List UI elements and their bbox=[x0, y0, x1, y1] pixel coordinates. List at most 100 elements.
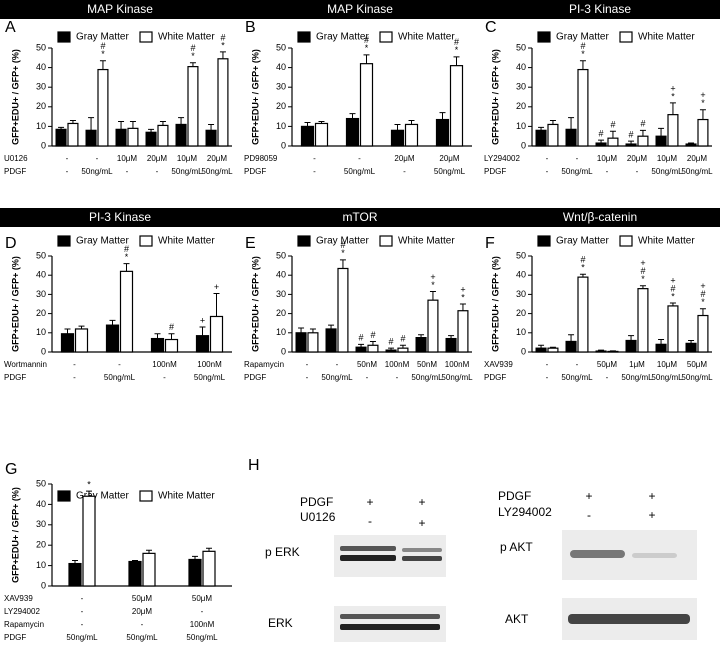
y-tick-label: 40 bbox=[276, 270, 286, 280]
panel-letter: C bbox=[485, 19, 497, 36]
condition-value: 50ng/mL bbox=[681, 167, 713, 176]
bar bbox=[74, 328, 89, 353]
bar bbox=[68, 562, 82, 587]
condition-value: 50ng/mL bbox=[171, 167, 203, 176]
y-tick-label: 0 bbox=[281, 346, 286, 356]
y-tick-label: 50 bbox=[36, 250, 46, 260]
bar bbox=[445, 337, 457, 353]
bar bbox=[150, 337, 165, 353]
y-tick-label: 20 bbox=[36, 540, 46, 550]
panel-letter: E bbox=[245, 235, 256, 252]
bar bbox=[390, 129, 405, 147]
error-bar bbox=[628, 140, 635, 145]
bar bbox=[577, 276, 589, 353]
significance-mark: # bbox=[190, 43, 195, 53]
condition-value: 50ng/mL bbox=[411, 373, 443, 382]
title-bar bbox=[0, 0, 720, 19]
condition-value: 50ng/mL bbox=[651, 373, 683, 382]
error-bar bbox=[189, 62, 196, 67]
bar bbox=[577, 68, 589, 147]
legend-swatch bbox=[379, 235, 393, 247]
condition-value: 50ng/mL bbox=[434, 167, 466, 176]
significance-mark: # bbox=[610, 120, 615, 130]
bar bbox=[655, 135, 667, 147]
panel-letter: H bbox=[248, 457, 260, 474]
condition-value: 100nM bbox=[190, 620, 215, 629]
y-tick-label: 10 bbox=[276, 327, 286, 337]
condition-value: 10μM bbox=[657, 360, 678, 369]
bar bbox=[300, 125, 315, 147]
legend-swatch bbox=[57, 490, 71, 502]
condition-value: 20μM bbox=[627, 154, 648, 163]
bar bbox=[105, 324, 120, 353]
error-bar bbox=[568, 117, 575, 130]
significance-mark: # bbox=[370, 330, 375, 340]
error-bar bbox=[78, 325, 85, 329]
error-bar bbox=[394, 123, 401, 131]
bar bbox=[355, 346, 367, 353]
condition-label: PDGF bbox=[244, 373, 266, 382]
condition-label: PDGF bbox=[484, 373, 506, 382]
bar bbox=[404, 123, 419, 147]
bar bbox=[345, 117, 360, 147]
panel-letter: A bbox=[5, 19, 16, 36]
legend-swatch bbox=[619, 235, 633, 247]
y-tick-label: 20 bbox=[276, 101, 286, 111]
condition-value: - bbox=[403, 167, 406, 176]
bar bbox=[565, 340, 577, 353]
condition-value: 50ng/mL bbox=[651, 167, 683, 176]
condition-value: 50μM bbox=[597, 360, 618, 369]
condition-value: - bbox=[73, 373, 76, 382]
condition-label: XAV939 bbox=[484, 360, 513, 369]
error-bar bbox=[298, 327, 305, 333]
error-bar bbox=[418, 334, 425, 338]
bar bbox=[142, 552, 156, 587]
error-bar bbox=[658, 127, 665, 137]
bar bbox=[685, 143, 697, 147]
condition-value: 50ng/mL bbox=[186, 633, 218, 642]
legend-label: Gray Matter bbox=[76, 236, 129, 247]
significance-mark: * bbox=[671, 91, 675, 101]
significance-mark: + bbox=[460, 284, 465, 294]
condition-value: - bbox=[163, 373, 166, 382]
y-tick-label: 50 bbox=[516, 250, 526, 260]
significance-mark: # bbox=[640, 119, 645, 129]
significance-mark: # bbox=[220, 32, 225, 42]
y-axis-label: GFP+EDU+ / GFP+ (%) bbox=[10, 487, 20, 583]
bar bbox=[625, 339, 637, 353]
bar bbox=[697, 118, 709, 147]
y-tick-label: 10 bbox=[36, 327, 46, 337]
significance-mark: # bbox=[640, 266, 645, 276]
error-bar bbox=[123, 263, 130, 272]
panel-letter: B bbox=[245, 19, 256, 36]
condition-value: - bbox=[201, 607, 204, 616]
y-tick-label: 40 bbox=[516, 62, 526, 72]
y-tick-label: 10 bbox=[36, 560, 46, 570]
bar bbox=[195, 335, 210, 353]
bar bbox=[82, 495, 96, 587]
error-bar bbox=[192, 555, 198, 560]
error-bar bbox=[399, 344, 406, 349]
significance-mark: # bbox=[700, 289, 705, 299]
bar bbox=[67, 122, 79, 147]
condition-label: Wortmannin bbox=[4, 360, 47, 369]
error-bar bbox=[86, 490, 92, 497]
significance-mark: + bbox=[430, 272, 435, 282]
error-bar bbox=[699, 308, 706, 316]
y-tick-label: 20 bbox=[36, 308, 46, 318]
error-bar bbox=[118, 121, 125, 130]
error-bar bbox=[669, 302, 676, 306]
bar bbox=[457, 310, 469, 353]
error-bar bbox=[549, 346, 556, 349]
condition-value: 50ng/mL bbox=[441, 373, 473, 382]
bar bbox=[325, 328, 337, 353]
y-tick-label: 50 bbox=[276, 250, 286, 260]
condition-value: 20μM bbox=[147, 154, 168, 163]
y-tick-label: 0 bbox=[521, 346, 526, 356]
condition-value: 50ng/mL bbox=[104, 373, 136, 382]
legend-swatch bbox=[379, 31, 393, 43]
y-tick-label: 40 bbox=[36, 62, 46, 72]
significance-mark: * bbox=[221, 40, 225, 50]
y-axis-label: GFP+EDU+ / GFP+ (%) bbox=[10, 49, 20, 145]
